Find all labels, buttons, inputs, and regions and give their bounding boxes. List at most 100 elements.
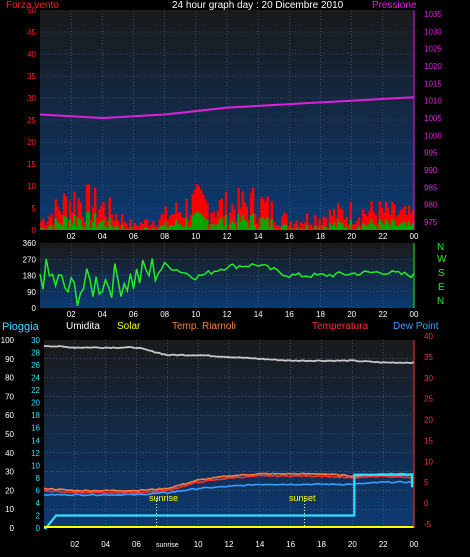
gust-bar (314, 225, 316, 230)
humidity-axis-tick: 100 (1, 336, 15, 345)
wind-axis-tick: 15 (27, 160, 36, 169)
temp-axis-tick: 5 (424, 478, 429, 487)
gust-bar (42, 227, 44, 230)
gust-bar (225, 215, 227, 230)
humidity-axis-tick: 10 (5, 505, 14, 514)
gust-bar (190, 225, 192, 230)
x-axis-tick: 00 (410, 310, 419, 319)
gust-bar (356, 228, 358, 230)
legend-humidity: Umidita (66, 321, 100, 332)
wind-bar (316, 226, 318, 230)
wind-bar (136, 225, 138, 230)
temp-axis-tick: 0 (424, 499, 429, 508)
gust-bar (260, 218, 262, 230)
gust-bar (173, 225, 175, 230)
legend-temperature: Temperatura (312, 321, 368, 332)
x-axis-tick: 00 (410, 232, 419, 241)
humidity-axis-tick: 20 (5, 486, 14, 495)
x-axis-tick: 12 (223, 310, 232, 319)
pressure-axis-tick: 985 (424, 183, 438, 192)
gust-bar (339, 222, 341, 230)
gust-bar (92, 222, 94, 230)
gust-bar (210, 224, 212, 230)
gust-bar (181, 226, 183, 230)
legend-dew-point: Dew Point (393, 321, 439, 332)
gust-bar (383, 224, 385, 230)
rain-axis-tick: 16 (31, 424, 40, 433)
gust-bar (375, 225, 377, 230)
wind-bar (156, 227, 158, 230)
gust-bar (370, 219, 372, 230)
x-axis-tick: 14 (255, 540, 264, 549)
gust-bar (115, 225, 117, 230)
rain-axis-tick: 14 (31, 436, 40, 445)
gust-bar (98, 223, 100, 230)
gust-bar (237, 213, 239, 230)
gust-bar (358, 227, 360, 230)
wind-bar (127, 227, 129, 230)
gust-bar (293, 229, 295, 230)
gust-bar (50, 225, 52, 230)
x-axis-tick: 22 (379, 540, 388, 549)
wind-axis-tick: 35 (27, 72, 36, 81)
x-axis-tick: 08 (160, 232, 169, 241)
x-axis-tick: 04 (101, 540, 110, 549)
x-axis-tick: 10 (191, 310, 200, 319)
sunrise-label: sunrise (149, 493, 178, 503)
wind-bar (321, 225, 323, 230)
wind-bar (125, 223, 127, 230)
gust-bar (223, 226, 225, 230)
gust-bar (63, 216, 65, 230)
gust-bar (244, 220, 246, 230)
wind-bar (302, 224, 304, 230)
compass-label: E (438, 282, 445, 293)
gust-bar (233, 223, 235, 230)
x-axis-tick: 20 (348, 540, 357, 549)
wind-bar (52, 224, 54, 230)
gust-bar (393, 221, 395, 230)
wind-bar (208, 224, 210, 230)
gust-bar (140, 229, 142, 230)
x-axis-tick: 06 (132, 540, 141, 549)
gust-bar (109, 218, 111, 230)
gust-bar (285, 225, 287, 230)
gust-bar (40, 228, 42, 230)
humidity-axis-tick: 80 (5, 374, 14, 383)
gust-bar (104, 226, 106, 230)
wind-bar (119, 224, 121, 230)
temp-axis-tick: 30 (424, 374, 433, 383)
gust-bar (229, 224, 231, 230)
direction-axis-tick: 90 (27, 288, 36, 297)
gust-bar (82, 226, 84, 230)
gust-bar (73, 215, 75, 230)
compass-label: N (437, 242, 444, 253)
gust-bar (165, 222, 167, 230)
x-axis-tick: 14 (254, 232, 263, 241)
gust-bar (71, 224, 73, 230)
gust-bar (273, 229, 275, 230)
rain-axis-tick: 26 (31, 361, 40, 370)
gust-bar (221, 218, 223, 230)
x-axis-tick: 18 (317, 540, 326, 549)
gust-bar (175, 220, 177, 230)
gust-bar (200, 214, 202, 230)
x-axis-tick: 20 (347, 310, 356, 319)
rain-axis-tick: 28 (31, 349, 40, 358)
x-axis-tick: 02 (67, 232, 76, 241)
temp-axis-tick: 40 (424, 332, 433, 341)
gust-bar (252, 213, 254, 230)
rain-axis-tick: 24 (31, 374, 40, 383)
wind-bar (131, 227, 133, 230)
gust-bar (254, 225, 256, 230)
wind-axis-tick: 10 (27, 182, 36, 191)
rain-axis-tick: 8 (36, 474, 41, 483)
pressure-axis-tick: 1030 (424, 27, 442, 36)
gust-bar (304, 229, 306, 230)
gust-bar (343, 227, 345, 230)
gust-bar (194, 214, 196, 230)
wind-axis-tick: 0 (32, 226, 37, 235)
rain-axis-tick: 20 (31, 399, 40, 408)
wind-bar (256, 224, 258, 230)
